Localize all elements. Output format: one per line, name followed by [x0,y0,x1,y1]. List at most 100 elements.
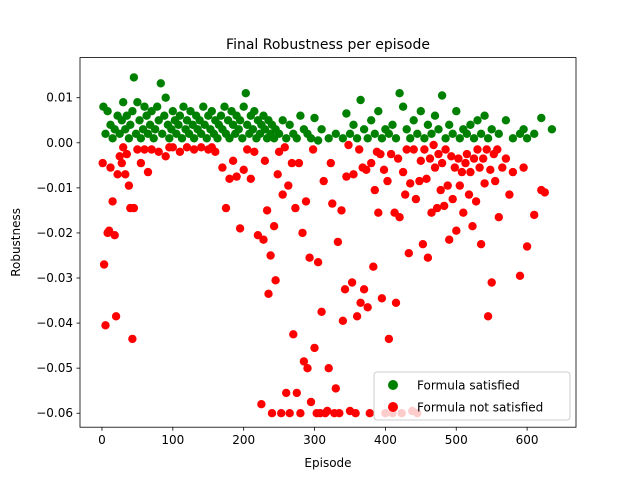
satisfied-point [115,129,124,138]
satisfied-point [278,116,287,125]
not-satisfied-point [310,343,319,353]
satisfied-point [296,111,305,120]
satisfied-point [161,93,170,102]
satisfied-point [501,116,511,125]
not-satisfied-point [383,176,392,186]
satisfied-point [235,116,245,125]
not-satisfied-point [110,231,119,240]
not-satisfied-point [106,163,115,172]
satisfied-point [179,102,188,111]
satisfied-point [494,129,503,138]
x-tick-label: 400 [374,433,397,447]
not-satisfied-point [337,206,346,215]
x-tick-label: 0 [98,433,106,447]
not-satisfied-point [129,203,139,213]
not-satisfied-point [285,409,294,418]
not-satisfied-point [393,154,403,163]
satisfied-point [147,107,156,116]
not-satisfied-point [415,176,424,186]
satisfied-point [239,102,248,111]
satisfied-point [136,134,146,143]
satisfied-point [174,120,183,129]
satisfied-point [243,120,252,129]
not-satisfied-point [333,237,343,247]
satisfied-point [292,134,301,143]
satisfied-point [285,120,294,129]
not-satisfied-point [462,149,472,159]
satisfied-point [437,91,447,100]
satisfied-point [434,125,443,134]
not-satisfied-point [274,147,284,156]
not-satisfied-point [515,271,525,280]
satisfied-point [402,125,411,134]
satisfied-point [420,134,429,143]
satisfied-point [480,111,489,120]
satisfied-point [119,98,128,107]
not-satisfied-point [398,167,408,177]
not-satisfied-point [356,298,365,307]
not-satisfied-point [161,152,170,161]
not-satisfied-point [108,197,117,206]
not-satisfied-point [406,179,415,188]
satisfied-point [409,116,418,125]
not-satisfied-point [319,176,328,186]
not-satisfied-point [448,194,457,204]
not-satisfied-point [422,174,431,183]
satisfied-point [153,102,162,111]
satisfied-point [103,107,112,116]
not-satisfied-point [232,172,241,181]
satisfied-point [124,134,134,143]
legend-label-not-satisfied: Formula not satisfied [417,401,543,415]
not-satisfied-point [326,158,335,168]
satisfied-point [413,129,422,138]
not-satisfied-point [189,145,199,154]
not-satisfied-point [369,262,378,271]
not-satisfied-point [367,158,376,168]
not-satisfied-point [197,143,206,152]
not-satisfied-point [370,185,379,195]
not-satisfied-point [416,156,425,165]
not-satisfied-point [168,143,177,152]
satisfied-point [306,134,316,143]
x-tick-label: 100 [161,433,184,447]
not-satisfied-point [471,197,481,206]
y-tick-label: −0.02 [36,226,73,240]
not-satisfied-point [228,156,238,165]
satisfied-point [101,129,110,138]
not-satisfied-point [402,145,411,154]
not-satisfied-point [540,188,549,197]
not-satisfied-point [491,176,500,186]
satisfied-point [213,134,222,143]
not-satisfied-point [273,170,282,179]
not-satisfied-point [119,143,128,152]
not-satisfied-point [175,147,185,156]
not-satisfied-point [294,158,304,168]
not-satisfied-point [271,276,280,285]
satisfied-point [140,102,149,111]
not-satisfied-point [362,165,371,174]
not-satisfied-point [440,201,449,211]
satisfied-point [359,125,369,134]
not-satisfied-point [99,260,109,269]
satisfied-point [160,111,169,120]
y-tick-label: 0.00 [46,136,73,150]
not-satisfied-point [450,163,459,172]
not-satisfied-point [250,147,259,156]
not-satisfied-point [427,208,436,217]
legend-marker-not-satisfied [388,402,398,412]
not-satisfied-point [411,194,421,204]
satisfied-point [216,111,226,120]
not-satisfied-point [211,147,220,156]
legend-label-satisfied: Formula satisfied [417,379,520,393]
satisfied-point [522,134,532,143]
not-satisfied-point [264,289,273,298]
satisfied-point [317,125,326,134]
satisfied-point [149,134,158,143]
satisfied-point [172,129,181,138]
satisfied-point [129,73,139,82]
satisfied-point [466,120,475,129]
satisfied-point [150,125,160,134]
satisfied-point [423,120,433,129]
satisfied-point [370,129,379,138]
not-satisfied-point [225,174,234,183]
